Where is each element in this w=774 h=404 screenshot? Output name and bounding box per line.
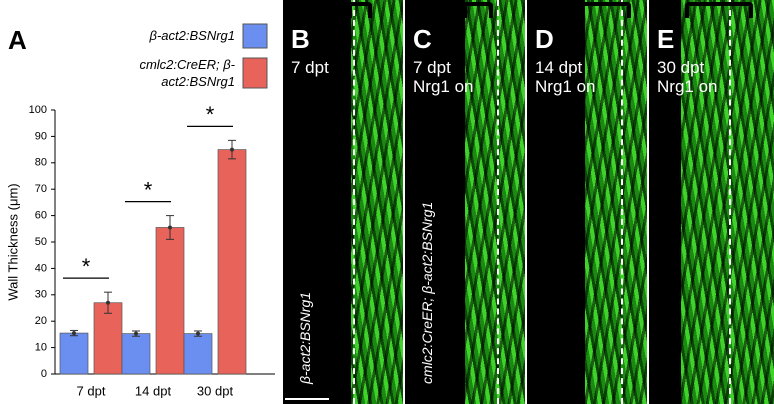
micrograph: E 30 dpt Nrg1 on (649, 0, 774, 404)
mean-dot (196, 331, 200, 336)
panel-label: C (413, 24, 432, 54)
boundary-line (729, 0, 731, 404)
chart: A Wall Thickness (μm) 0 10 20 30 40 50 60 70 80 9… (5, 23, 275, 398)
y-tick-label: 70 (35, 183, 47, 195)
bar (59, 332, 89, 375)
text-line: Nrg1 on (413, 77, 474, 96)
thickness-bracket (685, 2, 753, 18)
mean-dot (168, 225, 172, 230)
mean-dot (72, 331, 76, 336)
x-tick-label: 30 dpt (197, 383, 234, 398)
y-tick-label: 40 (35, 262, 47, 274)
boundary-line (353, 0, 355, 404)
bar (217, 149, 247, 375)
y-axis-label: Wall Thickness (μm) (5, 183, 20, 300)
panel-label: B (291, 24, 310, 54)
significance-mark: * (206, 102, 215, 127)
y-tick-label: 90 (35, 130, 47, 142)
micrograph: C 7 dpt Nrg1 on cmlc2:CreER; β-act2:BSNrg1 (405, 0, 525, 404)
genotype-label: β-act2:BSNrg1 (297, 291, 313, 384)
text-line: 7 dpt (291, 58, 329, 77)
y-tick-label: 30 (35, 289, 47, 301)
timepoint-text: 30 dpt Nrg1 on (657, 58, 717, 96)
text-line: Nrg1 on (535, 77, 596, 96)
scale-bar (285, 398, 329, 400)
legend-label: cmlc2:CreER; β-act2:BSNrg1 (139, 57, 235, 89)
legend-label: β-act2:BSNrg1 (149, 28, 235, 43)
mean-dot (134, 331, 138, 336)
lumen (405, 0, 465, 404)
thickness-bracket (577, 2, 631, 18)
genotype-label: cmlc2:CreER; β-act2:BSNrg1 (419, 201, 435, 384)
boundary-line (621, 0, 623, 404)
panel-label: D (535, 24, 554, 54)
lumen (649, 0, 681, 404)
legend-swatch (242, 57, 268, 89)
significance-mark: * (144, 177, 153, 202)
bar (121, 333, 151, 375)
legend-swatch (242, 23, 268, 49)
y-tick-label: 80 (35, 157, 47, 169)
y-tick-label: 20 (35, 315, 47, 327)
micrograph: D 14 dpt Nrg1 on (527, 0, 647, 404)
y-tick-label: 10 (35, 342, 47, 354)
x-tick-label: 14 dpt (135, 383, 172, 398)
text-line: 14 dpt (535, 58, 583, 77)
bar (183, 333, 213, 375)
timepoint-text: 7 dpt (291, 58, 329, 77)
y-tick-label: 60 (35, 210, 47, 222)
lumen (527, 0, 585, 404)
panel-label: A (8, 25, 27, 55)
significance-mark: * (82, 254, 91, 279)
boundary-line (497, 0, 499, 404)
text-line: Nrg1 on (657, 77, 718, 96)
x-tick-label: 7 dpt (77, 383, 106, 398)
thickness-bracket (463, 2, 493, 18)
text-line: 30 dpt (657, 58, 705, 77)
mean-dot (106, 300, 110, 305)
y-tick-label: 100 (29, 104, 47, 116)
micrograph: B 7 dpt β-act2:BSNrg1 (283, 0, 403, 404)
text-line: 7 dpt (413, 58, 451, 77)
y-tick-label: 0 (41, 368, 47, 380)
timepoint-text: 14 dpt Nrg1 on (535, 58, 595, 96)
mean-dot (230, 147, 234, 152)
bar (155, 227, 185, 375)
timepoint-text: 7 dpt Nrg1 on (413, 58, 473, 96)
y-tick-label: 50 (35, 236, 47, 248)
panel-label: E (657, 24, 675, 54)
lumen (283, 0, 351, 404)
thickness-bracket (348, 2, 372, 18)
